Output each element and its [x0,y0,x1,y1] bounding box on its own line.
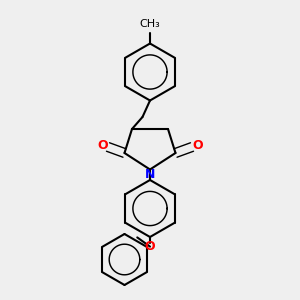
Text: O: O [145,240,155,253]
Text: O: O [97,139,108,152]
Text: N: N [145,168,155,182]
Text: O: O [192,139,203,152]
Text: CH₃: CH₃ [140,19,160,29]
